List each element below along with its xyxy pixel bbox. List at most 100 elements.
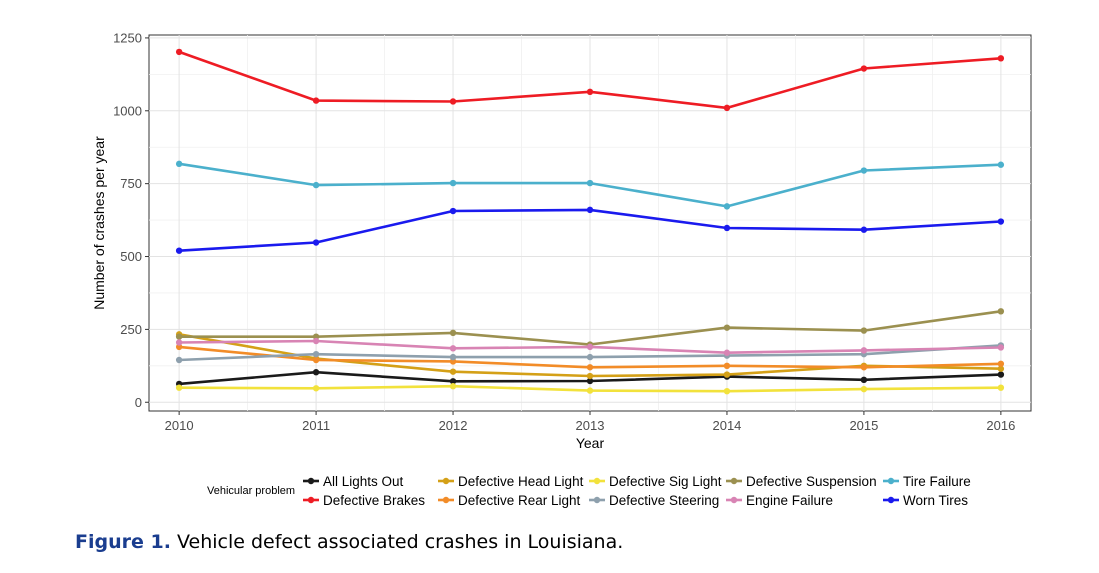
x-tick-label: 2010 [165, 418, 194, 433]
data-point-tire-failure [175, 160, 183, 168]
data-point-tire-failure [586, 179, 594, 187]
data-point-engine-failure [175, 339, 183, 346]
data-point-engine-failure [997, 344, 1005, 351]
legend-key-point-defective-sig-light [593, 477, 601, 485]
figure-label: Figure 1. [75, 531, 171, 553]
data-point-worn-tires [860, 226, 868, 233]
data-point-defective-rear-light [449, 358, 457, 365]
legend-key-point-worn-tires [887, 496, 895, 504]
x-axis: 2010 2011 2012 2013 2014 2015 2016 [165, 411, 1015, 433]
data-point-defective-head-light [723, 371, 731, 378]
data-point-defective-brakes [312, 97, 320, 104]
data-point-defective-brakes [997, 55, 1005, 62]
legend-key-point-defective-steering [593, 496, 601, 504]
legend-key-point-all-lights-out [307, 477, 315, 485]
data-point-defective-rear-light [997, 360, 1005, 367]
data-point-defective-steering [449, 353, 457, 361]
data-point-all-lights-out [997, 371, 1005, 378]
data-point-defective-brakes [449, 98, 457, 105]
data-point-defective-steering [312, 350, 320, 358]
data-point-defective-suspension [449, 329, 457, 337]
data-point-worn-tires [723, 224, 731, 232]
figure-caption-text: Vehicle defect associated crashes in Lou… [176, 531, 624, 553]
line-chart: 2010 2011 2012 2013 2014 2015 2016 0 250 500 750 1… [91, 30, 1032, 508]
legend-label-defective-head-light: Defective Head Light [458, 474, 584, 489]
legend-key-point-defective-suspension [730, 477, 738, 485]
data-point-defective-rear-light [860, 364, 868, 371]
x-axis-title: Year [576, 435, 605, 451]
data-point-engine-failure [860, 347, 868, 354]
series-points [175, 48, 1005, 395]
x-tick-label: 2013 [576, 418, 605, 433]
legend-key-point-tire-failure [887, 477, 895, 485]
data-point-defective-sig-light [997, 384, 1005, 391]
legend-label-worn-tires: Worn Tires [903, 493, 968, 508]
data-point-defective-brakes [586, 88, 594, 96]
data-point-defective-brakes [175, 48, 183, 56]
data-point-defective-suspension [175, 333, 183, 340]
legend-label-defective-sig-light: Defective Sig Light [609, 474, 722, 489]
legend: Vehicular problem All Lights Out Defectiv… [207, 474, 971, 508]
x-tick-label: 2011 [302, 418, 330, 433]
legend-key-point-engine-failure [730, 496, 738, 504]
legend-key-point-defective-head-light [442, 477, 450, 485]
legend-key-point-defective-brakes [307, 496, 315, 504]
data-point-worn-tires [312, 239, 320, 246]
data-point-engine-failure [312, 337, 320, 345]
legend-label-defective-steering: Defective Steering [609, 493, 719, 508]
y-tick-label: 750 [120, 176, 142, 191]
data-point-all-lights-out [586, 377, 594, 385]
data-point-defective-steering [586, 353, 594, 361]
y-tick-label: 0 [135, 395, 142, 410]
y-axis-title: Number of crashes per year [91, 136, 107, 310]
data-point-tire-failure [723, 203, 731, 210]
data-point-defective-sig-light [586, 387, 594, 394]
x-tick-label: 2015 [849, 418, 878, 433]
data-point-defective-rear-light [586, 364, 594, 371]
legend-label-defective-rear-light: Defective Rear Light [458, 493, 581, 508]
data-point-defective-steering [175, 356, 183, 364]
data-point-all-lights-out [312, 369, 320, 376]
data-point-defective-brakes [723, 104, 731, 112]
data-point-defective-sig-light [175, 384, 183, 391]
data-point-all-lights-out [449, 378, 457, 385]
legend-title: Vehicular problem [207, 485, 295, 497]
data-point-defective-sig-light [449, 383, 457, 390]
y-tick-label: 1000 [113, 103, 142, 118]
legend-label-defective-suspension: Defective Suspension [746, 474, 877, 489]
data-point-defective-sig-light [860, 385, 868, 393]
data-point-worn-tires [449, 207, 457, 215]
legend-label-all-lights-out: All Lights Out [323, 474, 404, 489]
data-point-defective-head-light [449, 368, 457, 375]
data-point-defective-rear-light [175, 343, 183, 351]
data-point-defective-brakes [860, 65, 868, 72]
legend-key-point-defective-rear-light [442, 496, 450, 504]
data-point-defective-rear-light [312, 356, 320, 364]
x-tick-label: 2016 [986, 418, 1015, 433]
y-tick-label: 1250 [113, 30, 142, 45]
x-tick-label: 2012 [439, 418, 468, 433]
data-point-engine-failure [723, 349, 731, 356]
data-point-worn-tires [175, 247, 183, 254]
y-axis: 0 250 500 750 1000 1250 [113, 30, 149, 410]
data-point-tire-failure [449, 179, 457, 187]
data-point-defective-suspension [723, 324, 731, 331]
data-point-worn-tires [586, 206, 594, 214]
data-point-defective-suspension [312, 333, 320, 340]
data-point-defective-rear-light [723, 362, 731, 370]
data-point-all-lights-out [860, 376, 868, 384]
y-tick-label: 500 [120, 249, 142, 264]
data-point-defective-sig-light [723, 387, 731, 395]
x-tick-label: 2014 [712, 418, 741, 433]
figure-caption: Figure 1. Vehicle defect associated cras… [75, 531, 623, 553]
data-point-tire-failure [312, 181, 320, 189]
data-point-worn-tires [997, 218, 1005, 225]
data-point-defective-head-light [997, 365, 1005, 372]
data-point-defective-suspension [860, 327, 868, 334]
legend-label-engine-failure: Engine Failure [746, 493, 833, 508]
data-point-defective-suspension [997, 308, 1005, 315]
data-point-engine-failure [449, 345, 457, 352]
data-point-tire-failure [860, 167, 868, 174]
data-point-defective-head-light [586, 372, 594, 380]
data-point-defective-sig-light [312, 385, 320, 392]
